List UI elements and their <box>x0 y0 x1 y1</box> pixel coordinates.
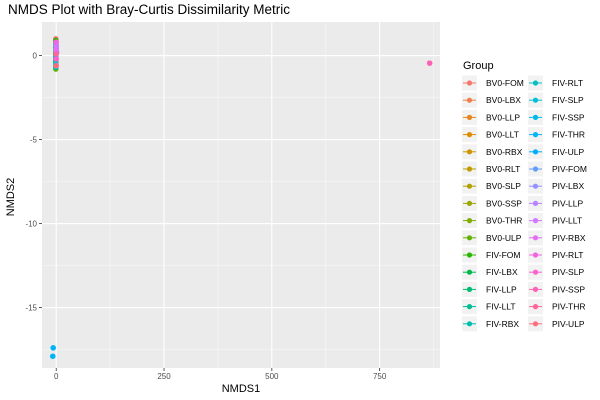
legend-key-dot <box>532 304 539 310</box>
legend-label: PIV-RBX <box>552 233 586 243</box>
y-tick-label: -5 <box>30 136 38 145</box>
legend-key-dot <box>466 114 473 120</box>
legend-key-dot <box>532 114 539 120</box>
y-tick-label: -15 <box>25 304 37 313</box>
data-point <box>53 39 60 45</box>
data-point <box>53 56 60 62</box>
legend-key-dot <box>532 200 539 206</box>
legend-key-dot <box>466 218 473 224</box>
legend-label: BV0-FOM <box>486 78 524 88</box>
plot-panel <box>42 22 440 368</box>
legend-key-dot <box>466 97 473 103</box>
legend-label: PIV-FOM <box>552 164 587 174</box>
legend-label: BV0-ULP <box>486 233 522 243</box>
legend-key-dot <box>466 269 473 275</box>
axes: 0 250 500 750 0 -5 -10 -15 <box>25 52 386 381</box>
data-point <box>53 62 60 69</box>
legend-key-dot <box>466 252 473 258</box>
legend: Group BV0-FOM BV0-LBX BV0-LLP BV0-LLT BV0-RB… <box>462 60 587 332</box>
legend-key-dot <box>466 149 473 155</box>
y-tick-label: -10 <box>25 220 37 229</box>
legend-key-dot <box>466 235 473 241</box>
legend-label: FIV-LBX <box>486 267 518 277</box>
x-tick-label: 250 <box>157 372 171 381</box>
legend-key-dot <box>466 183 473 189</box>
legend-key-dot <box>466 80 473 86</box>
legend-label: BV0-RLT <box>486 164 520 174</box>
chart-title: NMDS Plot with Bray-Curtis Dissimilarity… <box>8 2 290 17</box>
legend-label: FIV-THR <box>552 130 585 140</box>
legend-label: BV0-LLP <box>486 112 520 122</box>
data-point <box>49 353 56 360</box>
x-tick-label: 0 <box>54 372 59 381</box>
legend-key-dot <box>532 269 539 275</box>
legend-label: BV0-SSP <box>486 198 522 208</box>
grid-lines <box>42 22 440 368</box>
legend-key-dot <box>532 286 539 292</box>
data-point <box>53 51 60 57</box>
legend-label: FIV-LLP <box>486 284 517 294</box>
legend-label: FIV-RLT <box>552 78 583 88</box>
legend-label: PIV-THR <box>552 302 586 312</box>
legend-key-dot <box>466 132 473 138</box>
legend-key-dot <box>466 286 473 292</box>
legend-label: BV0-SLP <box>486 181 521 191</box>
data-point <box>426 60 433 66</box>
data-points <box>49 35 433 360</box>
legend-label: PIV-LBX <box>552 181 584 191</box>
data-point <box>50 345 57 351</box>
legend-label: PIV-LLP <box>552 198 584 208</box>
legend-label: FIV-ULP <box>552 147 584 157</box>
legend-key-dot <box>532 218 539 224</box>
legend-label: PIV-SLP <box>552 267 584 277</box>
legend-label: BV0-RBX <box>486 147 523 157</box>
legend-label: PIV-ULP <box>552 319 585 329</box>
legend-label: FIV-SSP <box>552 112 585 122</box>
y-tick-label: 0 <box>33 52 38 61</box>
legend-key-dot <box>532 132 539 138</box>
legend-label: FIV-SLP <box>552 95 584 105</box>
legend-key-dot <box>532 183 539 189</box>
legend-key-dot <box>466 166 473 172</box>
legend-key-dot <box>532 166 539 172</box>
x-tick-label: 750 <box>373 372 387 381</box>
legend-key-dot <box>532 252 539 258</box>
legend-key-dot <box>532 149 539 155</box>
legend-key-dot <box>532 97 539 103</box>
legend-label: PIV-RLT <box>552 250 584 260</box>
legend-label: PIV-LLT <box>552 216 582 226</box>
legend-label: BV0-THR <box>486 216 522 226</box>
legend-key-dot <box>466 321 473 327</box>
legend-key-dot <box>466 200 473 206</box>
x-tick-label: 500 <box>265 372 279 381</box>
legend-title: Group <box>463 60 494 72</box>
legend-key-dot <box>466 304 473 310</box>
x-axis-title: NMDS1 <box>222 383 261 395</box>
legend-label: BV0-LLT <box>486 130 519 140</box>
legend-label: FIV-FOM <box>486 250 520 260</box>
legend-label: FIV-LLT <box>486 302 516 312</box>
legend-key-dot <box>532 321 539 327</box>
y-axis-title: NMDS2 <box>5 178 17 217</box>
legend-key-dot <box>532 235 539 241</box>
legend-label: BV0-LBX <box>486 95 521 105</box>
legend-key-dot <box>532 80 539 86</box>
legend-label: FIV-RBX <box>486 319 519 329</box>
legend-label: PIV-SSP <box>552 284 585 294</box>
